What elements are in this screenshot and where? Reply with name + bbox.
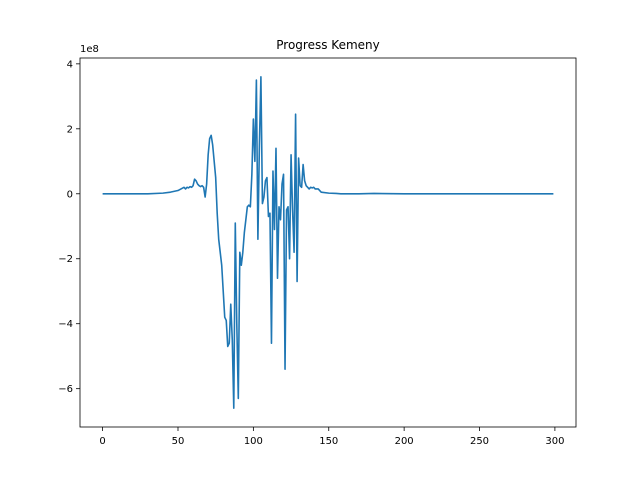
- plot-background: [80, 58, 576, 427]
- y-axis: 4 2 0 −2 −4 −6: [58, 59, 80, 395]
- x-tick-label: 100: [244, 436, 263, 447]
- y-tick-label: −4: [58, 319, 73, 330]
- x-tick-label: 0: [99, 436, 105, 447]
- x-axis: 0 50 100 150 200 250 300: [99, 427, 564, 447]
- x-tick-label: 150: [319, 436, 338, 447]
- y-tick-label: −6: [58, 384, 73, 395]
- y-tick-label: 4: [67, 59, 73, 70]
- x-tick-label: 200: [395, 436, 414, 447]
- y-tick-label: 2: [67, 124, 73, 135]
- y-tick-label: −2: [58, 254, 73, 265]
- chart-title: Progress Kemeny: [276, 38, 379, 52]
- series-line: [102, 76, 554, 409]
- y-tick-label: 0: [67, 189, 73, 200]
- x-tick-label: 50: [172, 436, 185, 447]
- x-tick-label: 300: [545, 436, 564, 447]
- x-tick-label: 250: [470, 436, 489, 447]
- y-offset-label: 1e8: [80, 44, 99, 55]
- plot-frame: [79, 57, 577, 428]
